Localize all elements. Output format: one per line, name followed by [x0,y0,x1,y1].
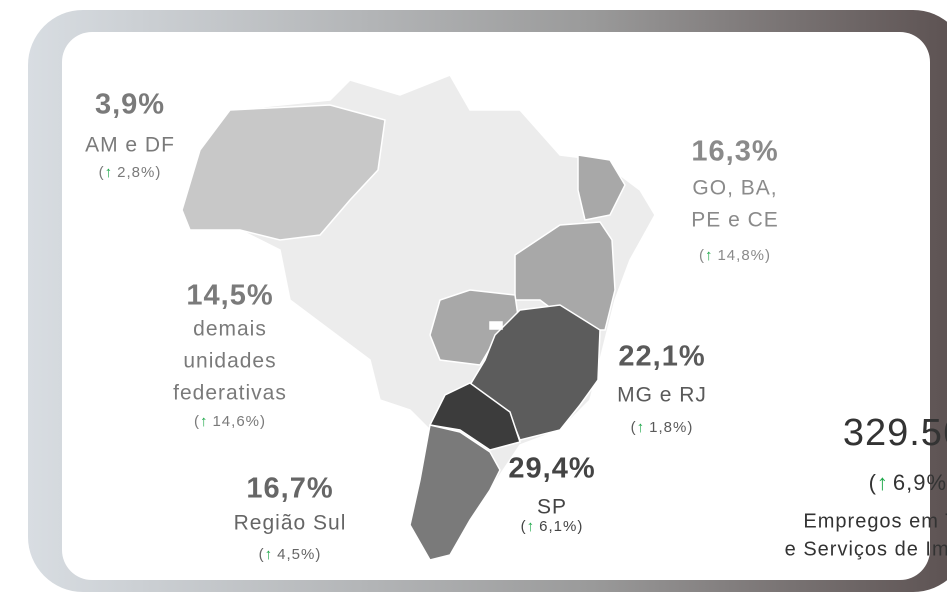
region-percent: 29,4% [508,453,595,485]
map-ce [577,154,626,221]
change-text: ( [259,546,265,563]
total-value: 329.561 [843,412,947,454]
region-name: demais [193,318,267,341]
map-ba [514,221,616,331]
change-text: 2,8% [117,164,155,181]
change: (↑6,9%) [869,470,947,495]
change-text: ( [631,419,637,436]
change-text: 4,5% [277,546,315,563]
region-name: MG e RJ [617,384,707,407]
up-arrow: ↑ [705,247,714,264]
change: (↑ 4,5%) [259,546,322,563]
region-percent: 14,5% [186,280,273,312]
up-arrow: ↑ [527,518,536,535]
change: (↑ 2,8%) [99,164,162,181]
total-caption: e Serviços de Implantação [785,538,947,560]
up-arrow: ↑ [637,419,646,436]
change-text: ( [699,247,705,264]
up-arrow: ↑ [877,470,889,495]
map-south [409,424,501,561]
region-name: GO, BA, [692,177,777,200]
change-text: ) [260,413,266,430]
up-arrow: ↑ [200,413,209,430]
region-percent: 22,1% [618,341,705,373]
change-text: 14,6% [212,413,260,430]
change-text: 6,9% [893,470,947,495]
change-text: ( [869,470,877,495]
total-caption: Empregos em Telecom [803,510,947,532]
change: (↑ 6,1%) [521,518,584,535]
region-name: federativas [173,382,287,405]
up-arrow: ↑ [105,164,114,181]
change: (↑ 1,8%) [631,419,694,436]
change-text: ) [765,247,771,264]
region-percent: 16,3% [691,136,778,168]
map-df [489,321,503,330]
change: (↑ 14,6%) [194,413,266,430]
map-am [181,104,386,241]
change-text: ) [577,518,583,535]
map [181,74,656,561]
change-text: 14,8% [717,247,765,264]
change-text: ) [155,164,161,181]
region-name: unidades [183,350,276,373]
region-name: Região Sul [234,512,347,535]
change-text: ( [521,518,527,535]
change-text: ) [687,419,693,436]
region-name: SP [537,496,567,519]
change-text: ) [315,546,321,563]
region-percent: 16,7% [246,473,333,505]
change-text: 6,1% [539,518,577,535]
change-text: ( [99,164,105,181]
change-text: ( [194,413,200,430]
change: (↑ 14,8%) [699,247,771,264]
up-arrow: ↑ [265,546,274,563]
region-percent: 3,9% [95,89,165,121]
map-sp [428,382,521,451]
region-name: AM e DF [85,134,175,157]
change-text: 1,8% [649,419,687,436]
region-name: PE e CE [691,209,779,232]
